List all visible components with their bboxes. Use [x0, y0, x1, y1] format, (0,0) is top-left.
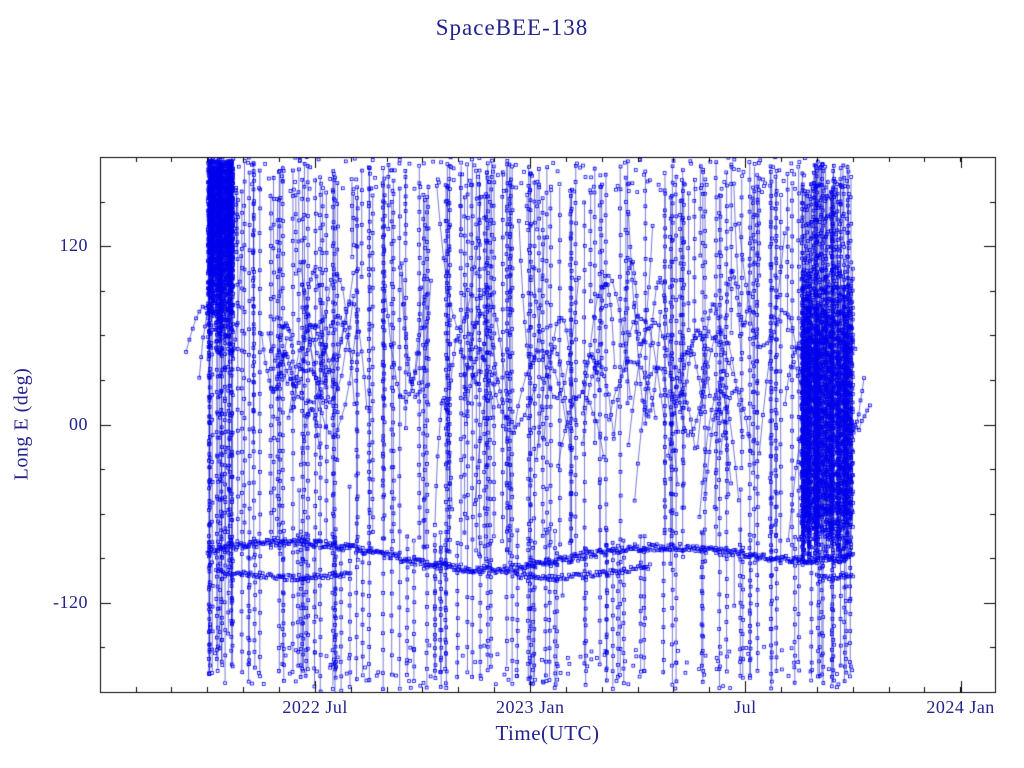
x-tick-label: 2022 Jul — [282, 697, 348, 717]
x-tick-label: Jul — [734, 697, 757, 717]
y-tick-label: 00 — [69, 413, 88, 434]
x-tick-label: 2023 Jan — [496, 697, 565, 717]
x-axis-label: Time(UTC) — [495, 721, 600, 745]
chart-title: SpaceBEE-138 — [435, 15, 589, 40]
x-tick-label: 2024 Jan — [926, 697, 995, 717]
y-tick-label: -120 — [53, 591, 88, 612]
y-tick-label: 120 — [59, 235, 88, 256]
